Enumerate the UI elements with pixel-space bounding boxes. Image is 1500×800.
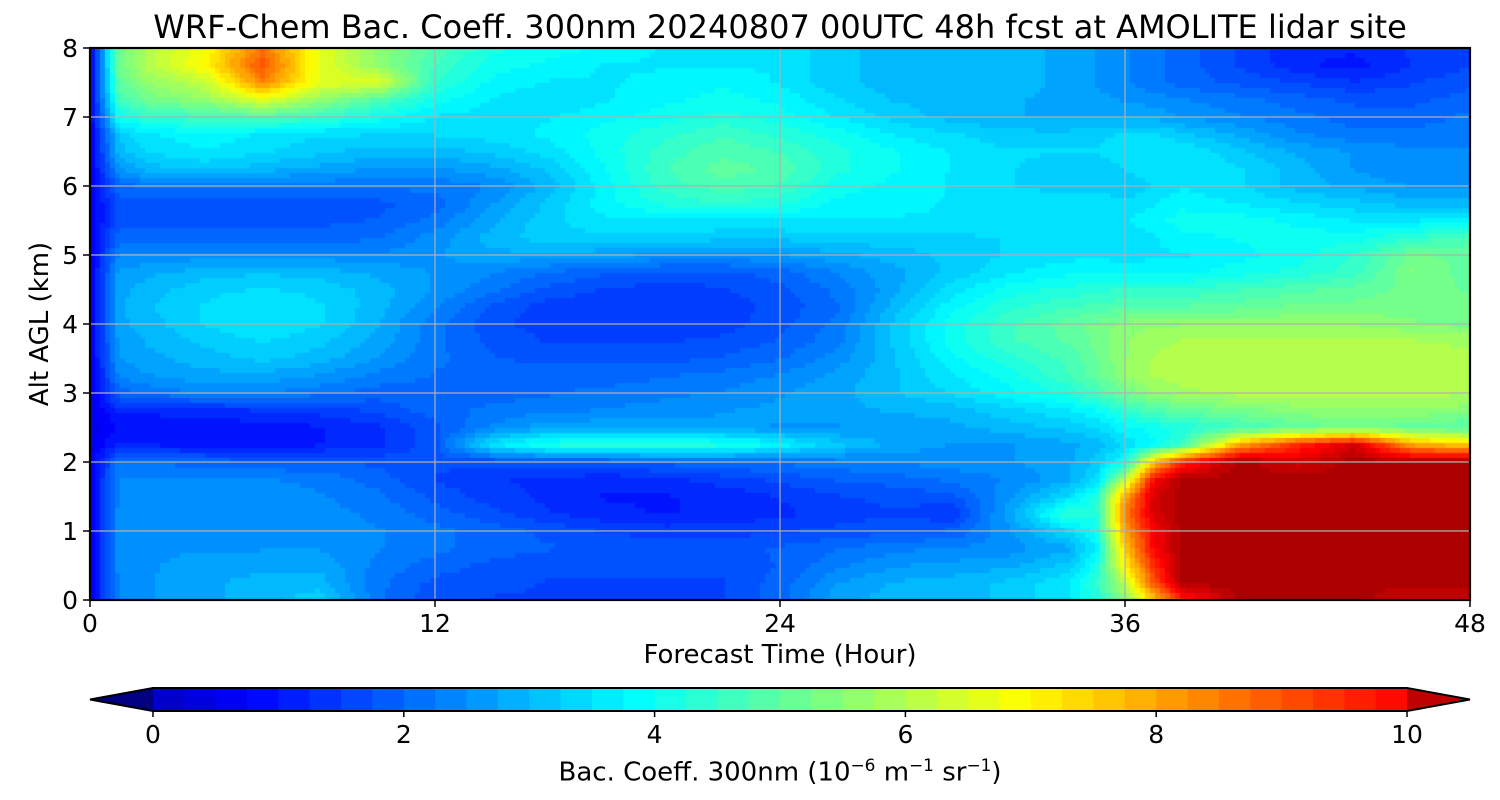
colorbar-band	[936, 688, 969, 711]
colorbar-tick-label: 8	[1148, 720, 1164, 749]
colorbar-band	[1156, 688, 1189, 711]
colorbar-band	[1312, 688, 1345, 711]
colorbar-band	[403, 688, 436, 711]
colorbar-band	[184, 688, 217, 711]
colorbar-band	[780, 688, 812, 711]
colorbar-band	[1093, 688, 1126, 711]
colorbar-band	[1375, 688, 1408, 711]
colorbar-band	[717, 688, 750, 711]
colorbar-band	[1281, 688, 1314, 711]
colorbar-band	[1187, 688, 1220, 711]
y-tick-label: 3	[62, 379, 78, 408]
colorbar-band	[685, 688, 718, 711]
colorbar-band	[874, 688, 906, 711]
colorbar-label-exp2: −1	[909, 755, 934, 775]
y-axis: 0 1 2 3 4 5 6 7 8	[62, 34, 90, 615]
colorbar-band	[591, 688, 624, 711]
colorbar-label-exp3: −1	[966, 755, 992, 775]
colorbar-band	[1250, 688, 1283, 711]
y-tick-label: 4	[62, 310, 78, 339]
x-tick-label: 48	[1454, 609, 1486, 638]
colorbar-band	[1030, 688, 1063, 711]
colorbar-label-main: Bac. Coeff. 300nm (10	[558, 757, 851, 788]
colorbar-band	[748, 688, 781, 711]
colorbar-band	[372, 688, 405, 711]
colorbar-band	[1218, 688, 1251, 711]
colorbar-band	[842, 688, 875, 711]
colorbar-band	[654, 688, 687, 711]
colorbar-extend-max	[1407, 688, 1470, 711]
x-axis: 0 12 24 36 48	[82, 600, 1486, 638]
colorbar-label: Bac. Coeff. 300nm (10−6 m−1 sr−1)	[90, 755, 1470, 788]
colorbar-tick-label: 10	[1391, 720, 1423, 749]
colorbar-tick-label: 2	[396, 720, 412, 749]
colorbar-band	[560, 688, 593, 711]
colorbar-band	[341, 688, 374, 711]
colorbar-tick-label: 4	[647, 720, 663, 749]
chart-title: WRF-Chem Bac. Coeff. 300nm 20240807 00UT…	[153, 8, 1407, 46]
colorbar-band	[529, 688, 562, 711]
colorbar-band	[1062, 688, 1095, 711]
colorbar-label-exp1: −6	[850, 755, 876, 775]
colorbar-band	[278, 688, 311, 711]
colorbar-band	[968, 688, 1001, 711]
x-tick-label: 36	[1109, 609, 1141, 638]
colorbar-band	[309, 688, 342, 711]
colorbar-tick-label: 6	[897, 720, 913, 749]
colorbar-band	[215, 688, 248, 711]
colorbar-band	[466, 688, 499, 711]
colorbar: 0 2 4 6 8 10	[89, 687, 1471, 749]
y-tick-label: 7	[62, 103, 78, 132]
colorbar-band	[623, 688, 656, 711]
y-tick-label: 0	[62, 586, 78, 615]
x-tick-label: 12	[419, 609, 451, 638]
colorbar-band	[999, 688, 1032, 711]
colorbar-label-end: )	[991, 757, 1002, 788]
colorbar-band	[1124, 688, 1157, 711]
y-tick-label: 5	[62, 241, 78, 270]
x-tick-label: 24	[764, 609, 796, 638]
y-tick-label: 8	[62, 34, 78, 63]
x-tick-label: 0	[82, 609, 98, 638]
colorbar-band	[435, 688, 468, 711]
colorbar-band	[247, 688, 279, 711]
colorbar-band	[811, 688, 844, 711]
colorbar-band	[1344, 688, 1377, 711]
colorbar-label-unit1: m	[875, 757, 910, 788]
colorbar-extend-min	[90, 688, 153, 711]
y-axis-label: Alt AGL (km)	[25, 241, 55, 407]
colorbar-band	[497, 688, 530, 711]
colorbar-band	[153, 688, 185, 711]
colorbar-band	[905, 688, 938, 711]
y-tick-label: 2	[62, 448, 78, 477]
colorbar-label-unit2: sr	[933, 757, 967, 788]
y-tick-label: 1	[62, 517, 78, 546]
y-tick-label: 6	[62, 172, 78, 201]
colorbar-tick-label: 0	[145, 720, 161, 749]
x-axis-label: Forecast Time (Hour)	[643, 640, 917, 670]
